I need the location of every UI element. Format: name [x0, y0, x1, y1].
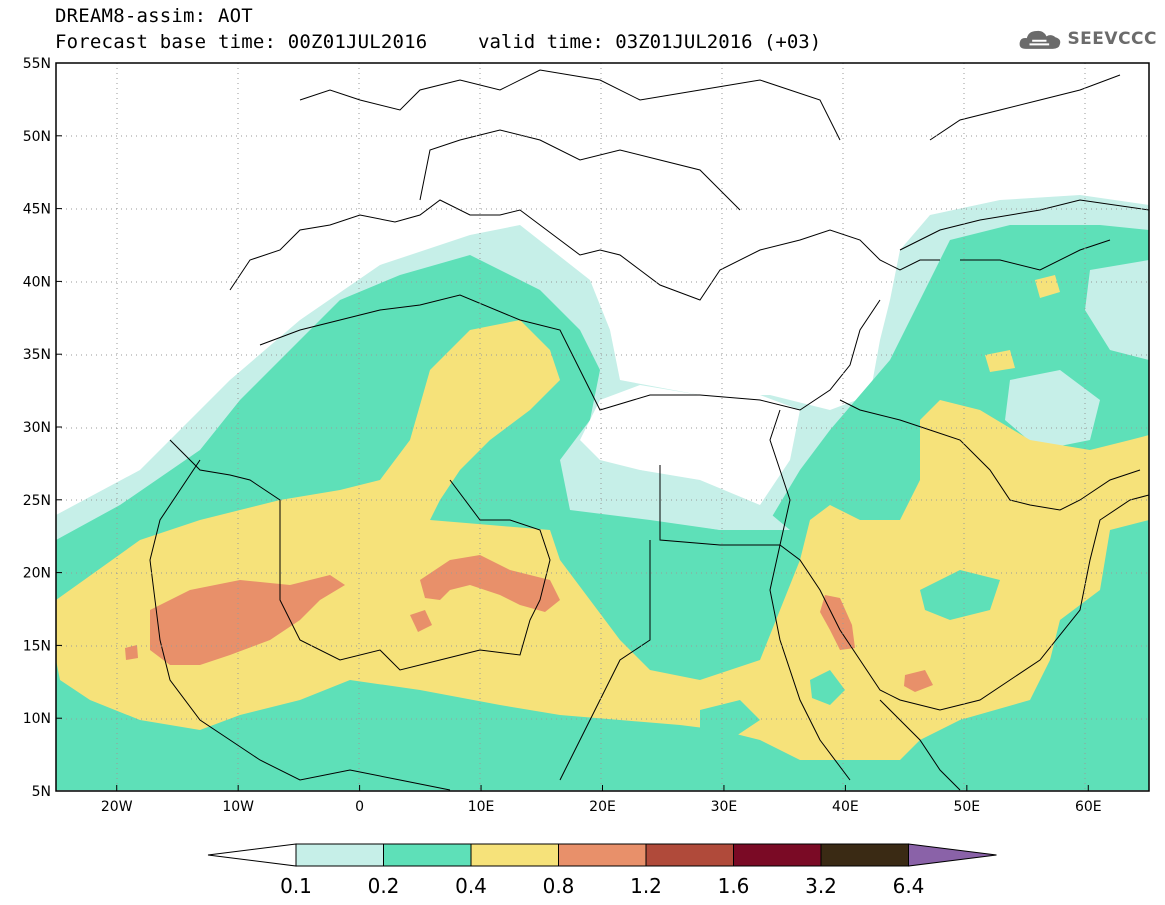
colorbar-level-label: 0.2: [368, 874, 400, 898]
lat-tick-label: 5N: [32, 784, 51, 800]
colorbar-level-label: 0.1: [280, 874, 312, 898]
lat-tick-label: 45N: [23, 202, 51, 218]
colorbar-segment: [820, 843, 909, 867]
lon-tick-label: 0: [355, 799, 364, 815]
colorbar-arrow-high: [908, 843, 997, 867]
lat-tick-label: 15N: [23, 638, 51, 654]
map-title: DREAM8-assim: AOT: [55, 5, 253, 27]
coastlines-and-borders: [149, 69, 1149, 791]
aot-low-libya: [580, 385, 800, 510]
valid-time: valid time: 03Z01JUL2016 (+03): [478, 31, 822, 53]
lon-tick-label: 40E: [832, 799, 859, 815]
colorbar-segment: [733, 843, 822, 867]
longitude-axis: 20W 10W 0 10E 20E 30E 40E 50E 60E: [101, 785, 1102, 815]
colorbar-level-label: 1.2: [630, 874, 662, 898]
colorbar-level-label: 0.8: [543, 874, 575, 898]
lat-tick-label: 55N: [23, 56, 51, 72]
forecast-base-time: Forecast base time: 00Z01JUL2016: [55, 31, 428, 53]
lon-tick-label: 30E: [711, 799, 738, 815]
logo-text: SEEVCCC: [1067, 29, 1157, 49]
lat-tick-label: 50N: [23, 129, 51, 145]
lon-tick-label: 10W: [222, 799, 254, 815]
latitude-axis: 55N 50N 45N 40N 35N 30N 25N 20N 15N 10N 5N: [23, 56, 62, 800]
lat-tick-label: 20N: [23, 566, 51, 582]
lat-tick-label: 35N: [23, 347, 51, 363]
lon-tick-label: 20E: [589, 799, 616, 815]
colorbar-level-label: 1.6: [718, 874, 750, 898]
colorbar-arrow-low: [207, 843, 297, 867]
aot-band-0.4: [56, 320, 1149, 760]
colorbar: 0.1 0.2 0.4 0.8 1.2 1.6 3.2 6.4: [207, 843, 997, 898]
lon-tick-label: 60E: [1075, 799, 1102, 815]
colorbar-segment: [383, 843, 472, 867]
lat-tick-label: 40N: [23, 274, 51, 290]
cloud-logo-icon: [1019, 30, 1061, 49]
lon-tick-label: 10E: [468, 799, 495, 815]
lat-tick-label: 25N: [23, 493, 51, 509]
lon-tick-label: 50E: [953, 799, 980, 815]
lat-tick-label: 30N: [23, 420, 51, 436]
colorbar-level-label: 0.4: [455, 874, 487, 898]
lon-tick-label: 20W: [101, 799, 133, 815]
lat-tick-label: 10N: [23, 711, 51, 727]
seevccc-logo: SEEVCCC: [1017, 22, 1157, 56]
aot-band-0.8: [150, 575, 345, 665]
aot-contour-fill: [56, 63, 1149, 791]
map-gridlines: [56, 63, 1149, 791]
colorbar-segment: [558, 843, 647, 867]
colorbar-level-label: 3.2: [805, 874, 837, 898]
colorbar-segment: [295, 843, 384, 867]
colorbar-segment: [645, 843, 734, 867]
colorbar-level-label: 6.4: [893, 874, 925, 898]
colorbar-segment: [470, 843, 559, 867]
